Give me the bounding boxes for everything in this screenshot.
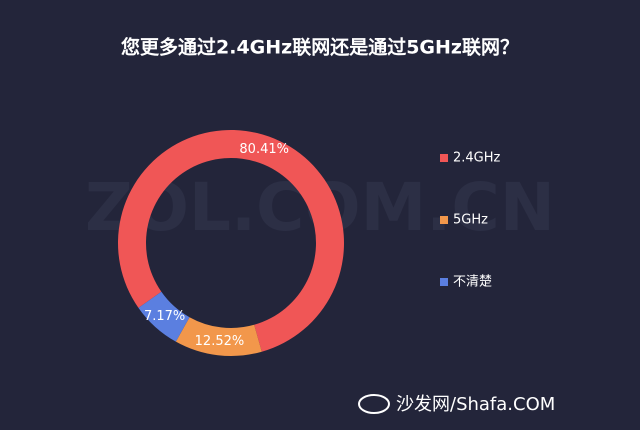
chart-title: 您更多通过2.4GHz联网还是通过5GHz联网？ bbox=[121, 36, 519, 59]
donut-segment bbox=[175, 317, 262, 356]
value-label: 7.17% bbox=[144, 309, 185, 324]
legend-swatch bbox=[440, 154, 448, 162]
legend-label: 2.4GHz bbox=[453, 151, 501, 166]
logo: 沙发网/Shafa.COM bbox=[358, 394, 555, 415]
legend-label: 不清楚 bbox=[453, 275, 492, 290]
value-label: 80.41% bbox=[239, 142, 289, 157]
value-label: 12.52% bbox=[195, 334, 245, 349]
legend-label: 5GHz bbox=[453, 213, 488, 228]
logo-text: 沙发网/Shafa.COM bbox=[396, 394, 555, 415]
legend-swatch bbox=[440, 278, 448, 286]
logo-icon bbox=[358, 394, 390, 414]
donut-segment bbox=[138, 291, 190, 342]
legend-swatch bbox=[440, 216, 448, 224]
